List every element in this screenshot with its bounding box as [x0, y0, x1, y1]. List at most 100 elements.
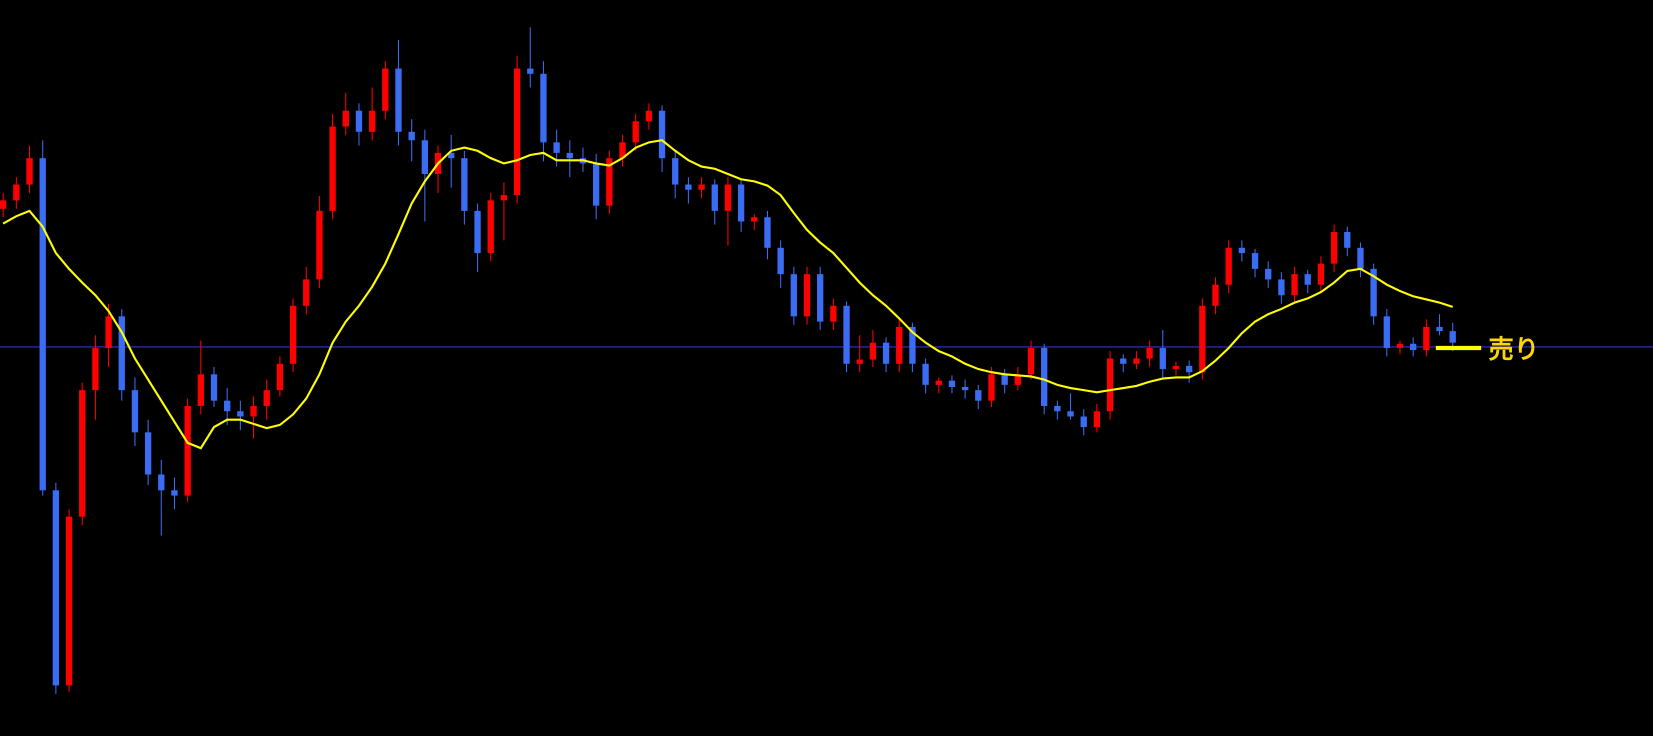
candle-body	[751, 217, 758, 222]
candle-body	[975, 390, 982, 401]
moving-average	[2, 139, 1454, 450]
candle-body	[13, 184, 20, 201]
candle-body	[210, 374, 218, 401]
candle-body	[1410, 343, 1417, 351]
candle-body	[65, 516, 73, 686]
candle-body	[1383, 316, 1390, 348]
candle-body	[672, 158, 679, 185]
candle-body	[39, 158, 46, 491]
candle-body	[540, 73, 547, 143]
candle-body	[289, 305, 297, 364]
candle-body	[1370, 268, 1377, 317]
candle-body	[1330, 231, 1338, 264]
candle-body	[632, 121, 639, 143]
candle-body	[1225, 247, 1232, 285]
candle-body	[988, 374, 995, 401]
candle-body	[882, 342, 890, 364]
candle-body	[0, 200, 7, 209]
candle-body	[1265, 268, 1272, 280]
candle-body	[382, 68, 389, 111]
candle-body	[1199, 305, 1206, 373]
candle-body	[817, 274, 824, 322]
candle-body	[1396, 343, 1404, 348]
candle-body	[1120, 358, 1127, 364]
candle-body	[448, 152, 455, 159]
candle-body	[1344, 231, 1351, 248]
candle-body	[171, 490, 178, 496]
candle-body	[237, 411, 244, 417]
candle-body	[830, 305, 837, 322]
candle-body	[1449, 331, 1456, 343]
candle-body	[329, 126, 336, 211]
annotation-label: 売り	[1489, 335, 1540, 364]
candle-body	[1080, 416, 1087, 428]
candle-body	[711, 184, 718, 211]
candle-body	[658, 110, 666, 159]
candle-body	[1106, 358, 1114, 412]
candle-body	[92, 347, 99, 391]
candle-body	[566, 152, 573, 159]
candle-body	[500, 195, 508, 201]
candle-body	[224, 400, 231, 412]
candle-body	[685, 184, 692, 190]
candle-body	[1278, 279, 1285, 296]
candle-body	[1291, 274, 1298, 296]
candle-body	[1093, 411, 1101, 428]
candle-body	[961, 386, 969, 391]
candle-body	[1001, 374, 1008, 385]
candle-body	[909, 326, 916, 364]
candle-body	[935, 380, 942, 385]
candle-body	[263, 390, 270, 406]
candle-body	[1014, 374, 1022, 385]
candle-body	[856, 359, 863, 364]
candle-body	[737, 184, 745, 222]
candle-body	[645, 110, 653, 122]
candle-body	[461, 158, 468, 211]
candle-body	[342, 110, 349, 127]
candle-body	[1133, 358, 1140, 364]
candle-body	[1212, 284, 1219, 306]
candle-body	[1423, 326, 1430, 351]
candle-body	[1027, 347, 1035, 375]
candle-body	[184, 405, 191, 496]
candle-body	[724, 184, 732, 211]
candle-body	[250, 405, 257, 417]
candle-body	[1238, 247, 1246, 254]
candle-body	[948, 380, 956, 387]
candle-body	[527, 68, 534, 74]
candle-body	[1041, 347, 1048, 406]
candle-body	[619, 142, 626, 159]
candle-body	[408, 131, 415, 141]
candle-body	[1436, 326, 1443, 332]
candle-body	[316, 210, 323, 280]
candle-body	[1251, 253, 1259, 269]
candle-body	[553, 142, 560, 153]
candle-body	[1054, 405, 1061, 412]
candle-body	[803, 274, 811, 317]
candle-body	[1159, 347, 1166, 370]
candle-body	[118, 316, 125, 391]
candle-body	[777, 247, 784, 275]
candle-body	[1146, 347, 1153, 359]
candle-body	[1304, 274, 1311, 285]
candle-body	[592, 163, 600, 206]
candle-body	[395, 68, 402, 132]
candle-body	[421, 140, 429, 174]
candle-body	[197, 374, 204, 406]
candle-body	[52, 490, 60, 686]
candle-body	[474, 210, 481, 254]
candle-body	[144, 432, 152, 475]
candle-body	[869, 342, 877, 360]
candle-body	[355, 110, 363, 132]
candle-body	[158, 474, 165, 491]
candle-body	[896, 326, 903, 364]
candle-body	[513, 68, 521, 196]
candle-body	[922, 363, 929, 385]
candle-body	[1067, 411, 1074, 417]
candle-body	[698, 184, 705, 190]
candle-body	[79, 390, 86, 517]
candle-body	[131, 390, 139, 433]
candle-body	[303, 279, 310, 306]
